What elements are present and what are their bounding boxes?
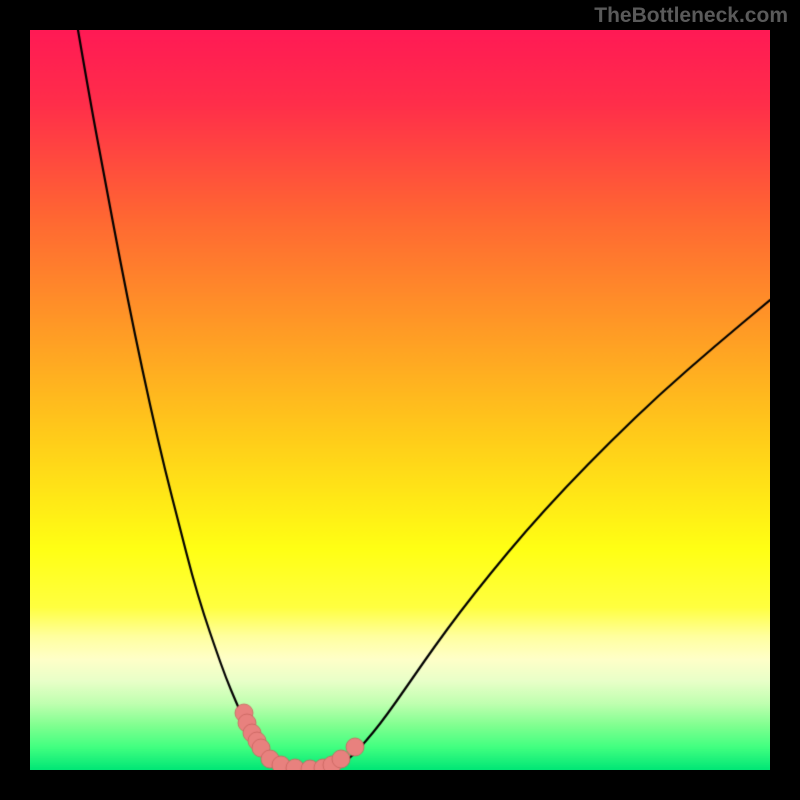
watermark-text: TheBottleneck.com: [594, 4, 788, 28]
data-markers: [30, 30, 770, 770]
